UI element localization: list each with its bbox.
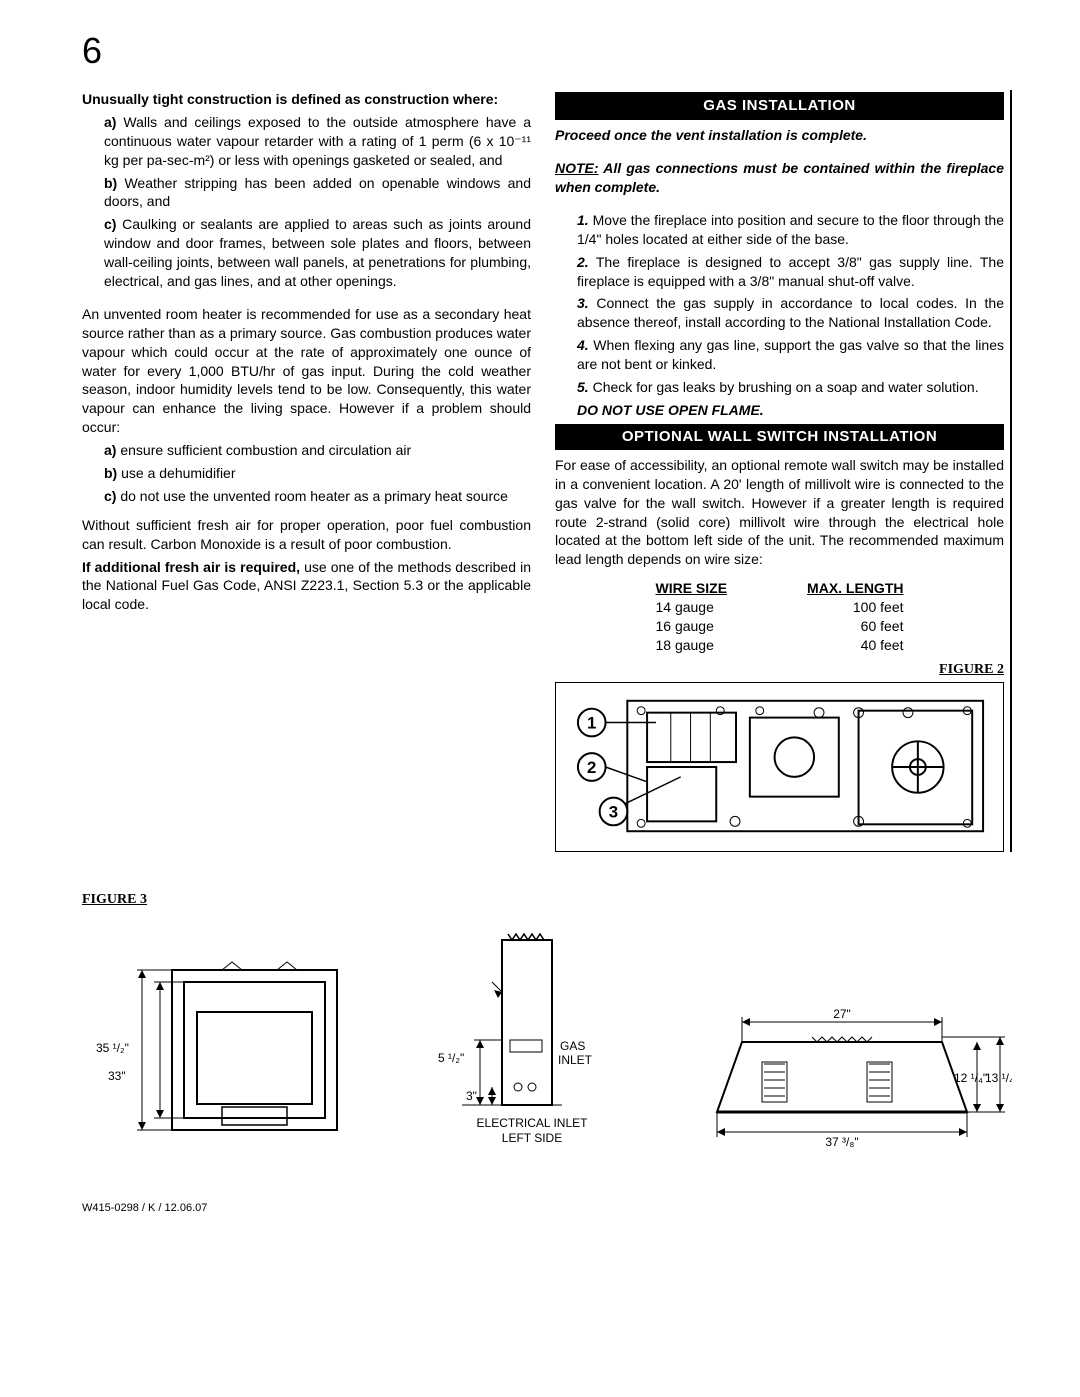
tight-heading: Unusually tight construction is defined … [82, 90, 531, 109]
left-p2: Without sufficient fresh air for proper … [82, 516, 531, 554]
footer-code: W415-0298 / K / 12.06.07 [82, 1202, 1012, 1214]
svg-text:3: 3 [609, 802, 618, 821]
wire-size-row: 18 gauge [655, 636, 727, 655]
svg-text:37 ³/₈": 37 ³/₈" [825, 1135, 858, 1149]
wire-size-header: WIRE SIZE [655, 579, 727, 598]
gas-step-4: 4. When flexing any gas line, support th… [555, 336, 1004, 374]
wall-switch-text: For ease of accessibility, an optional r… [555, 456, 1004, 569]
open-flame-warning: DO NOT USE OPEN FLAME. [555, 401, 1004, 420]
svg-text:12 ¹/₄": 12 ¹/₄" [954, 1071, 987, 1085]
max-length-row: 40 feet [807, 636, 903, 655]
page-number: 6 [82, 30, 1012, 72]
left-p1: An unvented room heater is recommended f… [82, 305, 531, 437]
svg-text:GAS: GAS [560, 1039, 585, 1053]
svg-text:3": 3" [466, 1089, 477, 1103]
svg-text:ELECTRICAL INLET: ELECTRICAL INLET [477, 1116, 589, 1130]
gas-note: NOTE: All gas connections must be contai… [555, 159, 1004, 197]
svg-text:2: 2 [587, 758, 596, 777]
svg-text:27": 27" [833, 1007, 851, 1021]
gas-step-5: 5. Check for gas leaks by brushing on a … [555, 378, 1004, 397]
svg-text:13 ¹/₄": 13 ¹/₄" [985, 1071, 1012, 1085]
svg-text:35 ¹/₂": 35 ¹/₂" [96, 1041, 129, 1055]
left-p3: If additional fresh air is required, use… [82, 558, 531, 615]
max-length-row: 60 feet [807, 617, 903, 636]
figure-3-top: 27" 37 ³/₈" 12 ¹/₄" 13 ¹/₄" [702, 982, 1012, 1152]
prob-c: c) do not use the unvented room heater a… [82, 487, 531, 506]
figure-3-label: FIGURE 3 [82, 892, 1012, 908]
svg-text:INLET: INLET [558, 1053, 593, 1067]
figure-2-diagram: 1 2 3 [555, 682, 1004, 852]
figure-2-label: FIGURE 2 [555, 661, 1004, 680]
wire-size-row: 16 gauge [655, 617, 727, 636]
prob-b: b) use a dehumidifier [82, 464, 531, 483]
wire-table: WIRE SIZE 14 gauge 16 gauge 18 gauge MAX… [555, 579, 1004, 655]
gas-installation-header: GAS INSTALLATION [555, 92, 1004, 120]
figure-3-front: 35 ¹/₂" 33" [82, 952, 362, 1152]
tight-c: c) Caulking or sealants are applied to a… [82, 215, 531, 291]
tight-a: a) Walls and ceilings exposed to the out… [82, 113, 531, 170]
svg-text:1: 1 [587, 713, 596, 732]
figure-3-diagrams: 35 ¹/₂" 33" GAS INLET [82, 922, 1012, 1152]
gas-step-3: 3. Connect the gas supply in accordance … [555, 294, 1004, 332]
wall-switch-header: OPTIONAL WALL SWITCH INSTALLATION [555, 424, 1004, 450]
figure-3-side: GAS INLET 5 ¹/₂" 3" ELECTRICAL INLET LEF… [392, 922, 672, 1152]
max-length-header: MAX. LENGTH [807, 579, 903, 598]
gas-step-2: 2. The fireplace is designed to accept 3… [555, 253, 1004, 291]
svg-text:33": 33" [108, 1069, 126, 1083]
svg-text:LEFT SIDE: LEFT SIDE [502, 1131, 562, 1145]
left-column: Unusually tight construction is defined … [82, 90, 531, 852]
gas-step-1: 1. Move the fireplace into position and … [555, 211, 1004, 249]
svg-text:5 ¹/₂": 5 ¹/₂" [438, 1051, 464, 1065]
tight-b: b) Weather stripping has been added on o… [82, 174, 531, 212]
prob-a: a) ensure sufficient combustion and circ… [82, 441, 531, 460]
proceed-note: Proceed once the vent installation is co… [555, 126, 1004, 145]
right-column: GAS INSTALLATION Proceed once the vent i… [555, 90, 1004, 852]
wire-size-row: 14 gauge [655, 598, 727, 617]
max-length-row: 100 feet [807, 598, 903, 617]
